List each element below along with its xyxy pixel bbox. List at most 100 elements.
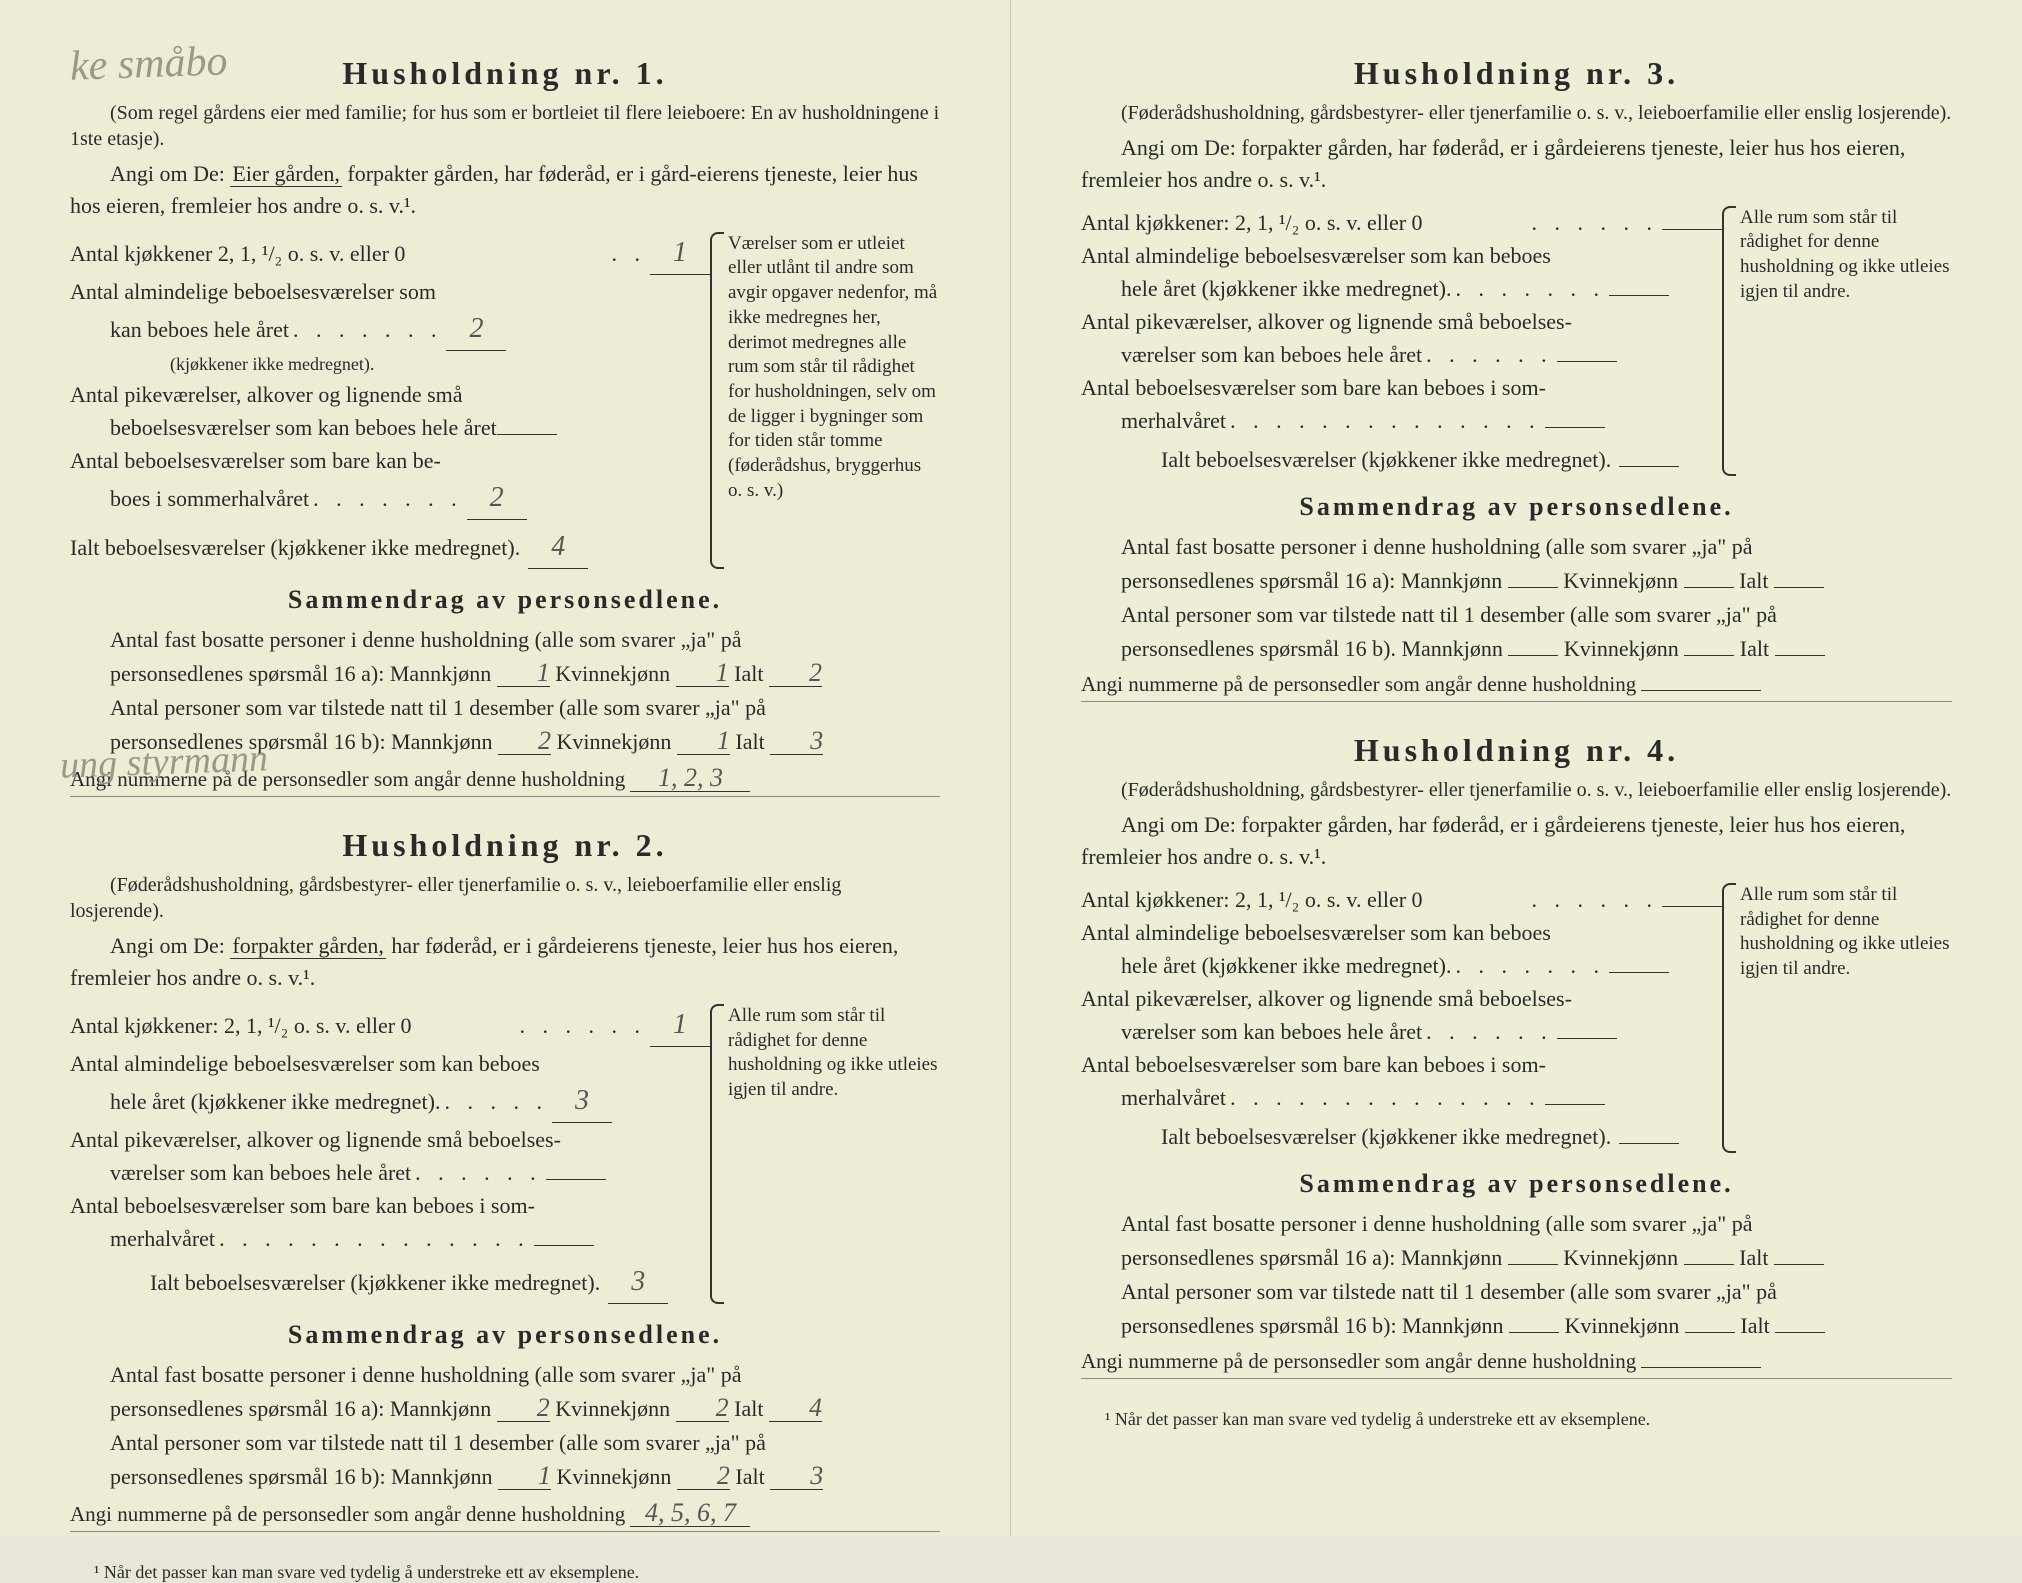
- dots: . . . . . .: [1422, 1015, 1557, 1048]
- ialt-label: Ialt beboelsesværelser (kjøkkener ikke m…: [1081, 443, 1611, 476]
- fast-k: [1684, 1264, 1734, 1265]
- fast-line1: Antal fast bosatte personer i denne hush…: [70, 623, 940, 657]
- brace-icon: [1722, 206, 1736, 476]
- kjokken-row: Antal kjøkkener: 2, 1, ¹/₂ o. s. v. elle…: [1081, 883, 1722, 916]
- handwritten-note-2: ung styrmann: [59, 736, 268, 787]
- alm-value: 3: [552, 1080, 612, 1123]
- fast-k: [1684, 587, 1734, 588]
- tilstede-k: [1685, 1332, 1735, 1333]
- tilstede-line2: personsedlenes spørsmål 16 b): Mannkjønn…: [1081, 1309, 1952, 1343]
- tilstede-i: [1775, 1332, 1825, 1333]
- dots: . . . . . . .: [289, 313, 447, 346]
- household-4-rooms: Antal kjøkkener: 2, 1, ¹/₂ o. s. v. elle…: [1081, 883, 1952, 1153]
- kvinne-label: Kvinnekjønn: [555, 1396, 670, 1421]
- pike-row: Antal pikeværelser, alkover og lignende …: [1081, 305, 1722, 371]
- alm-note: (kjøkkener ikke medregnet).: [70, 351, 710, 378]
- angi-prefix: Angi om De:: [110, 933, 225, 958]
- kjokken-row: Antal kjøkkener 2, 1, ¹/₂ o. s. v. eller…: [70, 232, 710, 275]
- fast-i: 4: [769, 1395, 822, 1422]
- fast-i: [1774, 587, 1824, 588]
- kjokken-row: Antal kjøkkener: 2, 1, ¹/₂ o. s. v. elle…: [1081, 206, 1722, 239]
- fast-line2: personsedlenes spørsmål 16 a): Mannkjønn…: [70, 1392, 940, 1426]
- tilstede-i: [1775, 655, 1825, 656]
- fast-line1: Antal fast bosatte personer i denne hush…: [70, 1358, 940, 1392]
- rooms-left: Antal kjøkkener: 2, 1, ¹/₂ o. s. v. elle…: [1081, 206, 1722, 476]
- household-3-title: Husholdning nr. 3.: [1081, 55, 1952, 92]
- tilstede-line2: personsedlenes spørsmål 16 b). Mannkjønn…: [1081, 632, 1952, 666]
- fast-i: 2: [769, 660, 822, 687]
- pike-label2: værelser som kan beboes hele året: [1081, 338, 1422, 371]
- sommer-value: [1545, 427, 1605, 428]
- angi-nummerne-val: [1641, 690, 1761, 691]
- alm-label1: Antal almindelige beboelsesværelser som: [70, 275, 710, 308]
- tilstede-k: 1: [677, 728, 730, 755]
- household-2-rooms: Antal kjøkkener: 2, 1, ¹/₂ o. s. v. elle…: [70, 1004, 940, 1304]
- fast-a: personsedlenes spørsmål 16 a): Mannkjønn: [110, 661, 491, 686]
- angi-nummerne-val: 4, 5, 6, 7: [630, 1500, 750, 1527]
- fast-line2: personsedlenes spørsmål 16 a): Mannkjønn…: [70, 657, 940, 691]
- alm-label1: Antal almindelige beboelsesværelser som …: [70, 1047, 710, 1080]
- ialt-row: Ialt beboelsesværelser (kjøkkener ikke m…: [70, 526, 710, 569]
- household-3: Husholdning nr. 3. (Føderådshusholdning,…: [1081, 55, 1952, 702]
- ialt-value: [1619, 1143, 1679, 1144]
- kjokken-value: [1662, 906, 1722, 907]
- alm-label2: hele året (kjøkkener ikke medregnet).: [1081, 949, 1451, 982]
- fast-a: personsedlenes spørsmål 16 a): Mannkjønn: [1121, 1245, 1502, 1270]
- dots: . . . . . .: [1528, 206, 1663, 239]
- kjokken-value: 1: [650, 232, 710, 275]
- pike-value: [546, 1179, 606, 1180]
- pike-label1: Antal pikeværelser, alkover og lignende …: [70, 1123, 710, 1156]
- fast-line1: Antal fast bosatte personer i denne hush…: [1081, 530, 1952, 564]
- rooms-left: Antal kjøkkener: 2, 1, ¹/₂ o. s. v. elle…: [1081, 883, 1722, 1153]
- sommer-label2: boes i sommerhalvåret: [70, 482, 309, 515]
- dots: . . . . . . . . . . . . . .: [1226, 404, 1545, 437]
- pike-value: [1557, 361, 1617, 362]
- fast-m: [1508, 1264, 1558, 1265]
- rooms-sidenote: Alle rum som står til rådighet for denne…: [1722, 883, 1952, 1153]
- household-2-title: Husholdning nr. 2.: [70, 827, 940, 864]
- tilstede-line2: personsedlenes spørsmål 16 b): Mannkjønn…: [70, 1460, 940, 1494]
- left-page: ke småbo Husholdning nr. 1. (Som regel g…: [0, 0, 1011, 1536]
- pike-label1: Antal pikeværelser, alkover og lignende …: [1081, 305, 1722, 338]
- ialt-label: Ialt: [1740, 636, 1769, 661]
- alm-row: Antal almindelige beboelsesværelser som …: [1081, 239, 1722, 305]
- household-2: Husholdning nr. 2. (Føderådshusholdning,…: [70, 827, 940, 1532]
- ialt-value: 4: [528, 526, 588, 569]
- rooms-sidenote: Værelser som er utleiet eller utlånt til…: [710, 232, 940, 569]
- kjokken-value: 1: [650, 1004, 710, 1047]
- angi-nummerne-label: Angi nummerne på de personsedler som ang…: [1081, 1349, 1636, 1373]
- household-4: Husholdning nr. 4. (Føderådshusholdning,…: [1081, 732, 1952, 1379]
- rooms-sidenote: Alle rum som står til rådighet for denne…: [710, 1004, 940, 1304]
- fast-m: [1508, 587, 1558, 588]
- angi-nummerne-label: Angi nummerne på de personsedler som ang…: [70, 1502, 625, 1526]
- kjokken-row: Antal kjøkkener: 2, 1, ¹/₂ o. s. v. elle…: [70, 1004, 710, 1047]
- sommer-row: Antal beboelsesværelser som bare kan beb…: [70, 1189, 710, 1255]
- pike-row: Antal pikeværelser, alkover og lignende …: [1081, 982, 1722, 1048]
- household-4-subtitle: (Føderådshusholdning, gårdsbestyrer- ell…: [1081, 777, 1952, 803]
- household-1-rooms: Antal kjøkkener 2, 1, ¹/₂ o. s. v. eller…: [70, 232, 940, 569]
- footnote-left: ¹ Når det passer kan man svare ved tydel…: [70, 1562, 940, 1583]
- sidenote-text: Alle rum som står til rådighet for denne…: [1740, 207, 1950, 302]
- fast-i: [1774, 1264, 1824, 1265]
- kjokken-label: Antal kjøkkener 2, 1, ¹/₂ o. s. v. eller…: [70, 237, 608, 270]
- ialt-label: Ialt beboelsesværelser (kjøkkener ikke m…: [70, 1266, 600, 1299]
- ialt-row: Ialt beboelsesværelser (kjøkkener ikke m…: [1081, 443, 1722, 476]
- angi-nummerne-val: 1, 2, 3: [630, 765, 750, 792]
- alm-label2: hele året (kjøkkener ikke medregnet).: [1081, 272, 1451, 305]
- dots: . . . . . . .: [309, 482, 467, 515]
- alm-value: 2: [446, 308, 506, 351]
- kjokken-label: Antal kjøkkener: 2, 1, ¹/₂ o. s. v. elle…: [1081, 883, 1528, 916]
- sammendrag-title: Sammendrag av personsedlene.: [1081, 1169, 1952, 1199]
- right-page: Husholdning nr. 3. (Føderådshusholdning,…: [1011, 0, 2022, 1536]
- dots: . . . . .: [440, 1085, 552, 1118]
- rooms-sidenote: Alle rum som står til rådighet for denne…: [1722, 206, 1952, 476]
- sidenote-text: Alle rum som står til rådighet for denne…: [728, 1005, 938, 1100]
- kvinne-label: Kvinnekjønn: [1564, 636, 1679, 661]
- alm-label2: hele året (kjøkkener ikke medregnet).: [70, 1085, 440, 1118]
- tilstede-line1: Antal personer som var tilstede natt til…: [1081, 598, 1952, 632]
- sommer-row: Antal beboelsesværelser som bare kan beb…: [1081, 1048, 1722, 1114]
- pike-value: [1557, 1038, 1617, 1039]
- dots: . . . . . .: [516, 1009, 651, 1042]
- alm-label2: kan beboes hele året: [70, 313, 289, 346]
- household-2-angi: Angi om De: forpakter gården, har føderå…: [70, 930, 940, 994]
